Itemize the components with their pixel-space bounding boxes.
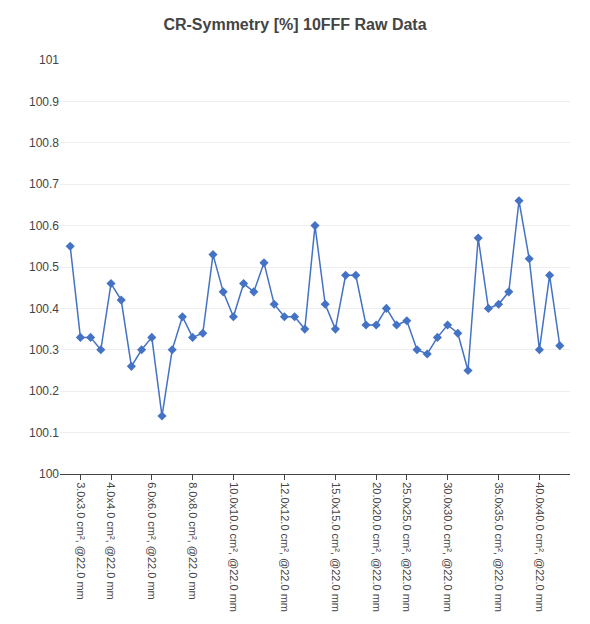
svg-text:CR-Symmetry [%] 10FFF Raw Data: CR-Symmetry [%] 10FFF Raw Data bbox=[163, 16, 426, 33]
svg-text:100.1: 100.1 bbox=[29, 426, 59, 440]
svg-text:35.0x35.0 cm², @22.0 mm: 35.0x35.0 cm², @22.0 mm bbox=[493, 482, 505, 612]
svg-text:12.0x12.0 cm², @22.0 mm: 12.0x12.0 cm², @22.0 mm bbox=[279, 482, 291, 612]
svg-text:100.3: 100.3 bbox=[29, 343, 59, 357]
svg-text:100: 100 bbox=[39, 467, 59, 481]
svg-text:100.6: 100.6 bbox=[29, 219, 59, 233]
svg-text:3.0x3.0 cm², @22.0 mm: 3.0x3.0 cm², @22.0 mm bbox=[75, 482, 87, 600]
svg-text:100.7: 100.7 bbox=[29, 177, 59, 191]
svg-text:100.8: 100.8 bbox=[29, 136, 59, 150]
svg-text:40.0x40.0 cm², @22.0 mm: 40.0x40.0 cm², @22.0 mm bbox=[534, 482, 546, 612]
svg-text:25.0x25.0 cm², @22.0 mm: 25.0x25.0 cm², @22.0 mm bbox=[401, 482, 413, 612]
svg-text:15.0x15.0 cm², @22.0 mm: 15.0x15.0 cm², @22.0 mm bbox=[330, 482, 342, 612]
svg-text:20.0x20.0 cm², @22.0 mm: 20.0x20.0 cm², @22.0 mm bbox=[371, 482, 383, 612]
svg-text:101: 101 bbox=[39, 53, 59, 67]
svg-text:4.0x4.0 cm², @22.0 mm: 4.0x4.0 cm², @22.0 mm bbox=[105, 482, 117, 600]
svg-text:100.4: 100.4 bbox=[29, 302, 59, 316]
svg-text:8.0x8.0 cm², @22.0 mm: 8.0x8.0 cm², @22.0 mm bbox=[187, 482, 199, 600]
svg-text:10.0x10.0 cm², @22.0 mm: 10.0x10.0 cm², @22.0 mm bbox=[228, 482, 240, 612]
svg-text:100.5: 100.5 bbox=[29, 260, 59, 274]
svg-text:30.0x30.0 cm², @22.0 mm: 30.0x30.0 cm², @22.0 mm bbox=[442, 482, 454, 612]
svg-text:6.0x6.0 cm², @22.0 mm: 6.0x6.0 cm², @22.0 mm bbox=[146, 482, 158, 600]
svg-text:100.9: 100.9 bbox=[29, 95, 59, 109]
svg-text:100.2: 100.2 bbox=[29, 384, 59, 398]
